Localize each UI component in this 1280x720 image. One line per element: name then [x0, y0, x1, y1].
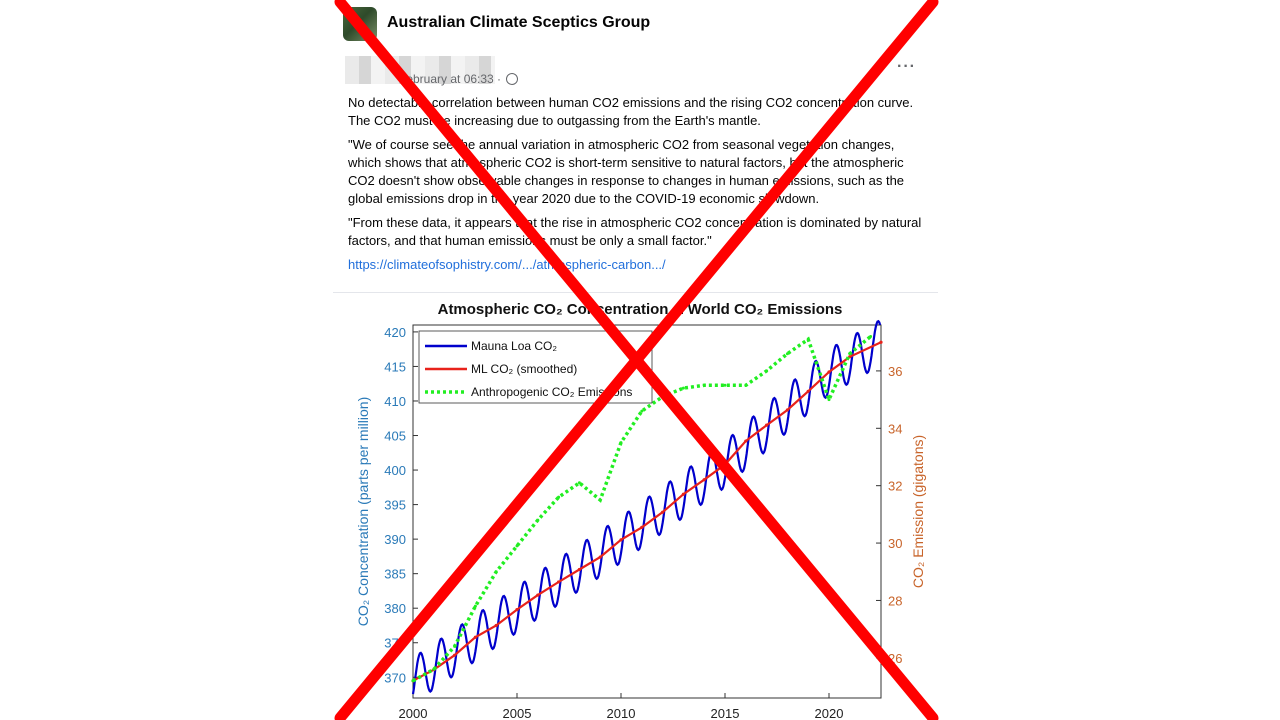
x-tick-label: 2000 [399, 706, 428, 720]
smoothed-point [827, 370, 831, 374]
smoothed-point [723, 462, 727, 467]
smoothed-point [681, 492, 685, 496]
y-left-tick-label: 375 [384, 636, 406, 651]
co2-chart[interactable]: Atmospheric CO₂ Concentration & World CO… [333, 293, 938, 720]
legend-label: Anthropogenic CO₂ Emissions [471, 385, 632, 399]
timestamp-text: February at 06:33 · [399, 72, 502, 86]
y-right-tick-label: 28 [888, 593, 902, 608]
y-right-tick-label: 26 [888, 651, 902, 666]
emissions-point [515, 544, 519, 548]
chart-title: Atmospheric CO₂ Concentration & World CO… [438, 301, 843, 318]
emissions-point [640, 409, 644, 413]
emissions-point [494, 570, 498, 574]
emissions-point [473, 604, 477, 608]
emissions-point [744, 383, 748, 387]
x-tick-label: 2010 [607, 706, 636, 720]
smoothed-point [453, 653, 457, 657]
emissions-point [827, 398, 831, 402]
emissions-point [619, 441, 623, 445]
emissions-point [785, 352, 789, 356]
y-right-axis-label: CO₂ Emission (gigatons) [910, 435, 926, 588]
smoothed-point [557, 580, 561, 584]
emissions-point [536, 518, 540, 522]
x-tick-label: 2020 [815, 706, 844, 720]
smoothed-point [879, 340, 883, 344]
emissions-point [702, 383, 706, 387]
smoothed-point [577, 567, 581, 572]
y-left-tick-label: 390 [384, 532, 406, 547]
post-paragraph: "We of course see the annual variation i… [348, 137, 905, 206]
emissions-point [453, 644, 457, 648]
post-link[interactable]: https://climateofsophistry.com/.../atmos… [348, 257, 666, 272]
y-left-tick-label: 420 [384, 325, 406, 340]
emissions-point [681, 386, 685, 390]
y-left-tick-label: 370 [384, 670, 406, 685]
smoothed-point [473, 635, 477, 639]
group-name[interactable]: Australian Climate Sceptics Group [387, 14, 651, 31]
post-paragraph: No detectable correlation between human … [348, 95, 914, 128]
emissions-point [557, 495, 561, 499]
y-left-tick-label: 385 [384, 567, 406, 582]
x-tick-label: 2015 [711, 706, 740, 720]
smoothed-point [598, 555, 602, 559]
post-body: No detectable correlation between human … [348, 94, 926, 274]
emissions-point [598, 498, 602, 502]
more-options-icon[interactable]: ··· [897, 58, 916, 75]
y-right-tick-label: 32 [888, 479, 902, 494]
smoothed-point [806, 389, 810, 393]
smoothed-point [536, 593, 540, 597]
y-right-tick-label: 30 [888, 536, 902, 551]
smoothed-point [515, 607, 519, 612]
smoothed-point [785, 408, 789, 412]
globe-icon [506, 73, 519, 85]
y-left-axis-label: CO₂ Concentration (parts per million) [355, 397, 371, 627]
legend-label: Mauna Loa CO₂ [471, 339, 557, 353]
emissions-point [806, 337, 810, 341]
emissions-point [765, 369, 769, 373]
emissions-point [661, 395, 665, 399]
group-avatar[interactable] [343, 7, 377, 41]
emissions-point [577, 481, 581, 485]
emissions-point [848, 352, 852, 356]
y-right-tick-label: 36 [888, 364, 902, 379]
smoothed-point [640, 525, 644, 529]
smoothed-point [494, 623, 498, 628]
post-timestamp[interactable]: February at 06:33 · [399, 72, 519, 86]
y-left-tick-label: 400 [384, 463, 406, 478]
y-left-tick-label: 415 [384, 359, 406, 374]
y-left-tick-label: 395 [384, 498, 406, 513]
y-left-tick-label: 380 [384, 601, 406, 616]
emissions-point [723, 383, 727, 387]
emissions-point [432, 667, 436, 671]
smoothed-point [765, 423, 769, 427]
emissions-point [869, 334, 873, 338]
y-right-tick-label: 34 [888, 421, 902, 436]
smoothed-point [619, 538, 623, 542]
y-left-tick-label: 405 [384, 429, 406, 444]
y-left-tick-label: 410 [384, 394, 406, 409]
smoothed-point [744, 439, 748, 443]
legend-label: ML CO₂ (smoothed) [471, 362, 577, 376]
smoothed-point [702, 478, 706, 482]
emissions-point [411, 679, 415, 683]
smoothed-point [661, 510, 665, 514]
x-tick-label: 2005 [503, 706, 532, 720]
post-paragraph: "From these data, it appears that the ri… [348, 215, 922, 248]
